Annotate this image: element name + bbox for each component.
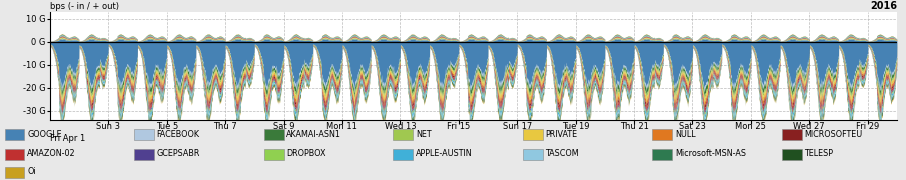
Text: PRIVATE: PRIVATE xyxy=(545,130,577,139)
Text: Fri 29: Fri 29 xyxy=(856,122,880,131)
Text: Tue 19: Tue 19 xyxy=(562,122,590,131)
Text: Thu 21: Thu 21 xyxy=(620,122,649,131)
Text: Microsoft-MSN-AS: Microsoft-MSN-AS xyxy=(675,149,746,158)
Text: Fri Apr 1: Fri Apr 1 xyxy=(50,134,85,143)
Text: Oi: Oi xyxy=(27,167,36,176)
Text: TELESP: TELESP xyxy=(805,149,834,158)
Text: GOOGLE: GOOGLE xyxy=(27,130,62,139)
Text: Sun 17: Sun 17 xyxy=(503,122,532,131)
Text: AMAZON-02: AMAZON-02 xyxy=(27,149,76,158)
Text: GCEPSABR: GCEPSABR xyxy=(157,149,200,158)
Text: APPLE-AUSTIN: APPLE-AUSTIN xyxy=(416,149,473,158)
Text: Mon 25: Mon 25 xyxy=(736,122,766,131)
Text: Mon 11: Mon 11 xyxy=(326,122,357,131)
Text: AKAMAI-ASN1: AKAMAI-ASN1 xyxy=(286,130,342,139)
Text: Thu 7: Thu 7 xyxy=(213,122,237,131)
Text: Wed 27: Wed 27 xyxy=(794,122,825,131)
Text: NULL: NULL xyxy=(675,130,696,139)
Text: Sat 9: Sat 9 xyxy=(273,122,294,131)
Text: NET: NET xyxy=(416,130,431,139)
Text: Wed 13: Wed 13 xyxy=(384,122,416,131)
Text: MICROSOFTEU: MICROSOFTEU xyxy=(805,130,863,139)
Text: Sat 23: Sat 23 xyxy=(679,122,706,131)
Text: TASCOM: TASCOM xyxy=(545,149,579,158)
Text: Tue 5: Tue 5 xyxy=(156,122,178,131)
Text: bps (- in / + out): bps (- in / + out) xyxy=(50,2,119,11)
Text: 2016: 2016 xyxy=(870,1,897,11)
Text: FACEBOOK: FACEBOOK xyxy=(157,130,199,139)
Text: Sun 3: Sun 3 xyxy=(96,122,120,131)
Text: Fri 15: Fri 15 xyxy=(448,122,470,131)
Text: DROPBOX: DROPBOX xyxy=(286,149,326,158)
